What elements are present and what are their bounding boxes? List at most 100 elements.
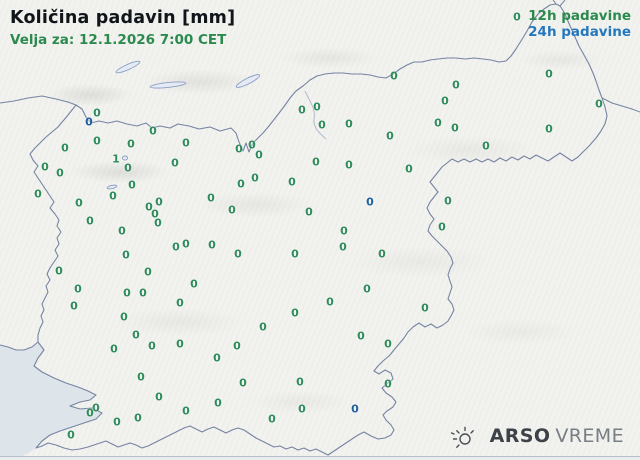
station-value-12h: 0 (148, 339, 156, 353)
station-value-12h: 0 (74, 282, 82, 296)
station-value-12h: 0 (444, 194, 452, 208)
station-value-12h: 0 (438, 220, 446, 234)
station-value-12h: 0 (139, 286, 147, 300)
station-value-12h: 0 (67, 428, 75, 442)
station-value-12h: 0 (345, 117, 353, 131)
station-value-12h: 0 (357, 329, 365, 343)
station-value-12h: 0 (251, 171, 259, 185)
station-value-12h: 0 (312, 155, 320, 169)
station-value-12h: 0 (149, 124, 157, 138)
river (304, 90, 327, 140)
legend: 12h padavine 24h padavine (528, 8, 631, 40)
station-value-12h: 0 (386, 129, 394, 143)
station-value-12h: 0 (259, 320, 267, 334)
brand-arso: ARSO (489, 425, 551, 447)
station-value-12h: 0 (298, 402, 306, 416)
station-value-24h: 0 (351, 402, 359, 416)
station-value-12h: 0 (545, 122, 553, 136)
station-value-12h: 0 (214, 396, 222, 410)
station-value-12h: 0 (298, 103, 306, 117)
station-value-12h: 0 (363, 282, 371, 296)
station-value-12h: 0 (182, 404, 190, 418)
station-value-12h: 0 (452, 78, 460, 92)
station-value-12h: 0 (207, 191, 215, 205)
station-value-12h: 0 (61, 141, 69, 155)
country-border (29, 3, 608, 456)
station-value-12h: 0 (171, 156, 179, 170)
station-value-12h: 0 (128, 178, 136, 192)
station-value-12h: 0 (123, 286, 131, 300)
station-value-12h: 0 (405, 162, 413, 176)
arso-vreme-logo: ARSO VREME (448, 422, 624, 450)
station-value-12h: 0 (235, 142, 243, 156)
station-value-12h: 0 (378, 247, 386, 261)
station-value-12h: 0 (213, 351, 221, 365)
station-value-12h: 0 (384, 337, 392, 351)
station-value-12h: 0 (288, 175, 296, 189)
station-value-12h: 0 (345, 158, 353, 172)
station-value-12h: 0 (132, 328, 140, 342)
station-value-12h: 0 (313, 100, 321, 114)
station-value-12h: 0 (228, 203, 236, 217)
station-value-24h: 0 (366, 195, 374, 209)
station-value-12h: 0 (340, 224, 348, 238)
station-value-12h: 0 (154, 216, 162, 230)
station-value-12h: 0 (248, 138, 256, 152)
station-value-12h: 0 (93, 134, 101, 148)
station-value-12h: 1 (112, 152, 120, 166)
station-value-12h: 0 (176, 296, 184, 310)
station-value-12h: 0 (176, 337, 184, 351)
station-value-12h: 0 (421, 301, 429, 315)
station-value-12h: 0 (339, 240, 347, 254)
station-value-12h: 0 (86, 214, 94, 228)
station-value-12h: 0 (291, 247, 299, 261)
station-value-12h: 0 (239, 376, 247, 390)
station-value-12h: 0 (144, 265, 152, 279)
page-title: Količina padavin [mm] (10, 8, 236, 28)
station-value-12h: 0 (268, 412, 276, 426)
station-value-12h: 0 (296, 375, 304, 389)
sun-icon (450, 426, 474, 448)
station-value-12h: 0 (305, 205, 313, 219)
station-value-12h: 0 (127, 137, 135, 151)
station-value-12h: 0 (208, 238, 216, 252)
station-value-12h: 0 (434, 116, 442, 130)
border-italy-austria (0, 95, 77, 106)
station-value-12h: 0 (109, 189, 117, 203)
brand-wordmark: ARSO VREME (490, 425, 624, 447)
station-value-12h: 0 (255, 148, 263, 162)
sea-area (0, 342, 102, 459)
station-value-12h: 0 (41, 160, 49, 174)
station-value-12h: 0 (124, 161, 132, 175)
bottom-margin (0, 457, 640, 460)
station-value-12h: 0 (326, 295, 334, 309)
station-value-12h: 0 (110, 342, 118, 356)
station-value-12h: 0 (545, 67, 553, 81)
station-value-12h: 0 (190, 277, 198, 291)
valid-time-label: Velja za: 12.1.2026 7:00 CET (10, 32, 227, 48)
station-value-12h: 0 (182, 136, 190, 150)
station-value-12h: 0 (86, 406, 94, 420)
coastline (0, 341, 39, 351)
station-value-24h: 0 (85, 115, 93, 129)
station-value-12h: 0 (92, 401, 100, 415)
brand-vreme: VREME (555, 425, 624, 447)
station-value-12h: 0 (120, 310, 128, 324)
station-value-12h: 0 (172, 240, 180, 254)
station-value-12h: 0 (122, 248, 130, 262)
station-value-12h: 0 (390, 69, 398, 83)
station-value-12h: 0 (118, 224, 126, 238)
station-value-12h: 0 (137, 370, 145, 384)
legend-item-12h: 12h padavine (528, 8, 631, 24)
station-value-12h: 0 (233, 339, 241, 353)
station-value-12h: 0 (291, 306, 299, 320)
station-value-12h: 0 (318, 118, 326, 132)
station-value-12h: 0 (482, 139, 490, 153)
station-value-12h: 0 (70, 299, 78, 313)
station-value-12h: 0 (155, 390, 163, 404)
border-austria-hungary (552, 0, 566, 7)
station-value-12h: 0 (34, 187, 42, 201)
